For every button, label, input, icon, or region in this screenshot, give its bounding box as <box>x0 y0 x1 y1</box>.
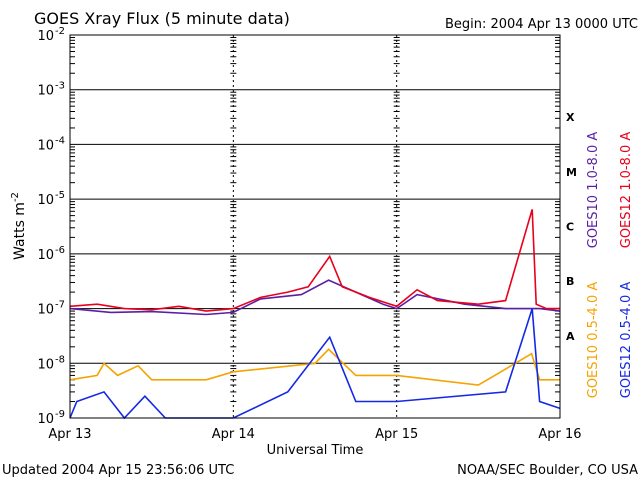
legend-item-0: GOES10 1.0-8.0 A <box>586 132 601 249</box>
x-tick-label: Apr 16 <box>538 427 581 442</box>
y-tick-label: 10 <box>37 84 54 99</box>
series-line-2 <box>69 348 560 386</box>
flare-class-C: C <box>566 221 574 234</box>
y-tick-base: 10 <box>37 412 54 427</box>
y-tick-base: 10 <box>37 138 54 153</box>
y-tick-labels: 10-910-810-710-610-510-410-310-2 <box>37 26 65 427</box>
y-tick-exponent: -8 <box>55 354 65 365</box>
flare-class-M: M <box>566 166 577 179</box>
y-tick-base: 10 <box>37 303 54 318</box>
updated-timestamp: Updated 2004 Apr 15 23:56:06 UTC <box>2 463 234 478</box>
y-tick-label: 10 <box>37 29 54 44</box>
y-tick-exponent: -9 <box>55 409 65 420</box>
y-tick-exponent: -3 <box>55 81 65 92</box>
flare-class-labels: A B C M X <box>566 111 577 343</box>
y-tick-base: 10 <box>37 193 54 208</box>
series-layer <box>69 209 561 420</box>
flare-class-A: A <box>566 330 575 343</box>
y-tick-base: 10 <box>37 84 54 99</box>
y-tick-exponent: -7 <box>55 300 65 311</box>
y-tick-label: 10 <box>37 303 54 318</box>
x-tick-labels: Apr 13 Apr 14 Apr 15 Apr 16 <box>48 427 581 442</box>
y-tick-base: 10 <box>37 248 54 263</box>
chart-title: GOES Xray Flux (5 minute data) <box>34 9 290 28</box>
flare-class-B: B <box>566 275 574 288</box>
y-tick-exponent: -6 <box>55 245 65 256</box>
y-tick-exponent: -5 <box>55 190 65 201</box>
y-axis-label-sup: -2 <box>10 192 21 202</box>
y-axis-label: Watts m-2 <box>10 192 28 260</box>
legend: GOES10 1.0-8.0 A GOES10 0.5-4.0 A GOES12 1… <box>586 132 634 399</box>
x-tick-label: Apr 13 <box>48 427 91 442</box>
credit-line: NOAA/SEC Boulder, CO USA <box>457 463 638 478</box>
y-tick-exponent: -2 <box>55 26 65 37</box>
legend-item-2: GOES10 0.5-4.0 A <box>586 282 601 399</box>
y-tick-base: 10 <box>37 29 54 44</box>
y-tick-label: 10 <box>37 138 54 153</box>
y-tick-label: 10 <box>37 412 54 427</box>
svg-text:Watts m-2: Watts m-2 <box>10 192 28 260</box>
y-tick-base: 10 <box>37 357 54 372</box>
y-tick-label: 10 <box>37 193 54 208</box>
plot-frame <box>69 34 561 419</box>
x-tick-label: Apr 14 <box>212 427 255 442</box>
series-line-3 <box>69 308 561 420</box>
y-axis-label-text: Watts m <box>12 202 28 260</box>
flare-class-X: X <box>566 111 575 124</box>
x-tick-label: Apr 15 <box>375 427 418 442</box>
begin-time: Begin: 2004 Apr 13 0000 UTC <box>445 17 638 32</box>
x-axis-label: Universal Time <box>267 443 364 458</box>
grid-layer <box>70 34 560 419</box>
legend-item-1: GOES12 1.0-8.0 A <box>619 132 634 249</box>
legend-item-3: GOES12 0.5-4.0 A <box>619 282 634 399</box>
y-tick-label: 10 <box>37 357 54 372</box>
series-line-1 <box>69 209 560 312</box>
y-tick-exponent: -4 <box>55 135 65 146</box>
y-tick-label: 10 <box>37 248 54 263</box>
